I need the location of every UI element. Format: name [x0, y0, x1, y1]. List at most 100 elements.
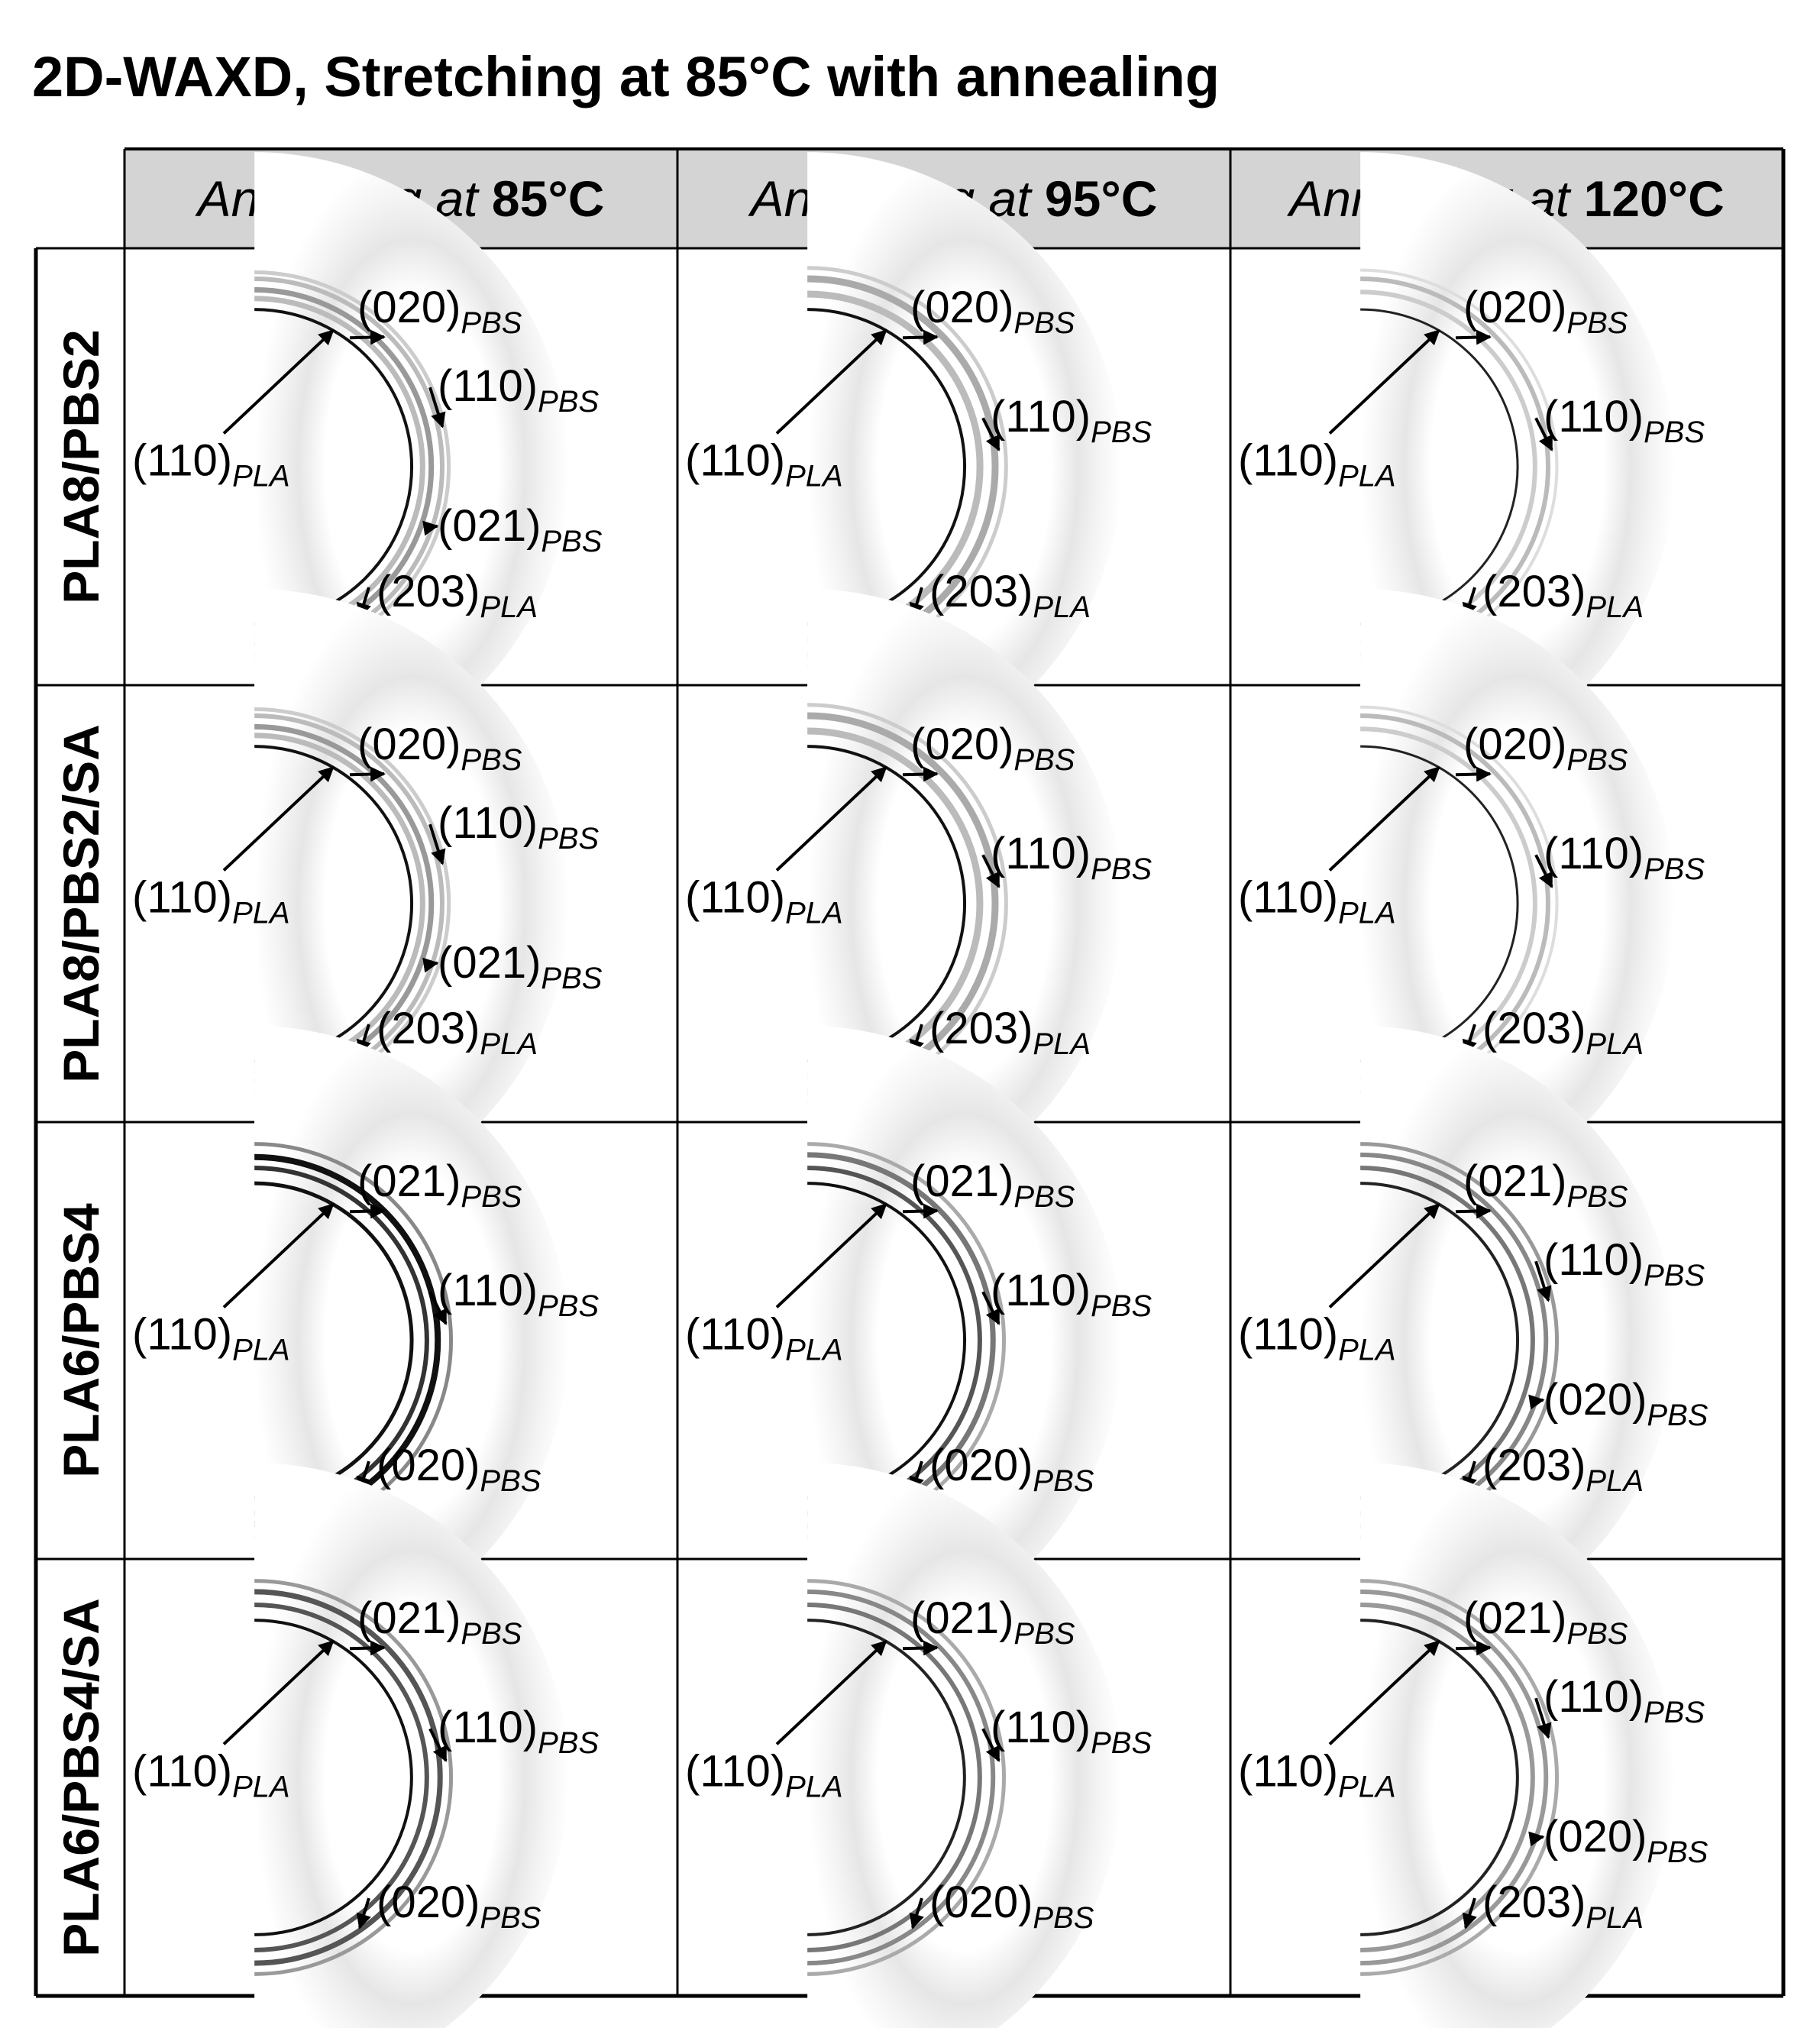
column-header-temp: 120°C [1584, 170, 1725, 227]
phase-subscript: PBS [1647, 1836, 1708, 1869]
phase-subscript: PLA [1338, 459, 1396, 493]
column-header-temp: 85°C [492, 170, 604, 227]
phase-subscript: PBS [538, 822, 599, 856]
diffraction-ring [807, 1619, 966, 1936]
diffraction-ring [807, 1589, 996, 1966]
pointer-arrow [428, 1291, 448, 1325]
pointer-arrow [981, 1291, 1001, 1325]
phase-subscript: PBS [1033, 1464, 1094, 1498]
miller-index: (110) [1544, 392, 1644, 442]
phase-subscript: PBS [1566, 1180, 1628, 1214]
pointer-arrow [981, 1728, 1001, 1762]
miller-index: (021) [910, 1156, 1013, 1206]
miller-index: (203) [377, 567, 480, 616]
diffraction-halo [254, 1463, 569, 2028]
diffraction-ring [254, 1589, 443, 1966]
diffraction-ring [1360, 1589, 1549, 1966]
phase-subscript: PBS [1647, 1399, 1708, 1432]
pointer-arrow [1328, 1203, 1440, 1308]
miller-index: (021) [1463, 1156, 1566, 1206]
row-label: PLA6/PBS4 [53, 1203, 109, 1478]
diffraction-ring [807, 1603, 982, 1952]
reflection-label: (020)PBS [1544, 1375, 1708, 1432]
reflection-label: (110)PLA [132, 872, 290, 930]
phase-subscript: PLA [1338, 1770, 1396, 1803]
column-header-temp: 95°C [1045, 170, 1157, 227]
miller-index: (021) [357, 1593, 461, 1643]
reflection-label: (110)PBS [1544, 1235, 1705, 1292]
diffraction-ring [254, 1579, 453, 1976]
phase-subscript: PBS [461, 743, 522, 777]
miller-index: (110) [132, 872, 232, 922]
reflection-label: (021)PBS [438, 938, 603, 995]
diffraction-halo [1360, 1463, 1675, 2028]
phase-subscript: PLA [785, 459, 843, 493]
reflection-label: (110)PLA [1238, 872, 1396, 930]
phase-subscript: PBS [541, 525, 602, 558]
reflection-label: (203)PLA [929, 567, 1091, 624]
phase-subscript: PBS [1644, 852, 1705, 886]
reflection-label: (110)PLA [132, 1746, 290, 1803]
reflection-label: (020)PBS [357, 720, 522, 777]
phase-subscript: PBS [1013, 306, 1075, 340]
diffraction-ring [254, 1619, 413, 1936]
phase-subscript: PBS [461, 1180, 522, 1214]
waxd-panel: (110)PLA(020)PBS(110)PBS(203)PLA [685, 589, 1152, 1218]
reflection-label: (020)PBS [929, 1441, 1094, 1498]
reflection-label: (020)PBS [377, 1441, 541, 1498]
phase-subscript: PBS [538, 1289, 599, 1323]
reflection-label: (021)PBS [1463, 1593, 1628, 1651]
phase-subscript: PBS [1033, 1901, 1094, 1935]
miller-index: (110) [685, 1309, 785, 1359]
pointer-arrow [902, 766, 939, 782]
miller-index: (110) [438, 1266, 538, 1315]
miller-index: (203) [1482, 1878, 1586, 1927]
reflection-label: (020)PBS [910, 720, 1075, 777]
reflection-label: (110)PBS [438, 361, 599, 419]
row-label: PLA8/PBS2 [53, 329, 109, 603]
miller-index: (020) [1463, 283, 1566, 332]
miller-index: (020) [377, 1878, 480, 1927]
pointer-arrow [222, 766, 335, 872]
reflection-label: (110)PLA [685, 872, 843, 930]
reflection-label: (110)PLA [132, 1309, 290, 1367]
miller-index: (020) [929, 1441, 1033, 1490]
phase-subscript: PLA [1033, 590, 1091, 624]
miller-index: (021) [438, 938, 541, 988]
reflection-label: (110)PBS [1544, 1672, 1705, 1729]
miller-index: (203) [1482, 1441, 1586, 1490]
reflection-label: (110)PBS [991, 1703, 1152, 1760]
reflection-label: (110)PBS [991, 392, 1152, 449]
miller-index: (110) [438, 361, 538, 411]
phase-subscript: PBS [538, 1726, 599, 1760]
reflection-label: (110)PLA [685, 435, 843, 493]
pointer-arrow [1462, 1897, 1477, 1929]
reflection-label: (020)PBS [357, 283, 522, 340]
miller-index: (110) [685, 1746, 785, 1796]
phase-subscript: PBS [1566, 306, 1628, 340]
pointer-arrow [1455, 766, 1492, 782]
pointer-arrow [775, 766, 887, 872]
miller-index: (020) [1463, 720, 1566, 769]
phase-subscript: PLA [1586, 1027, 1644, 1061]
phase-subscript: PBS [1013, 1617, 1075, 1651]
miller-index: (020) [910, 720, 1013, 769]
pointer-arrow [1534, 854, 1553, 888]
pointer-arrow [1534, 1260, 1552, 1302]
pointer-arrow [1528, 1394, 1545, 1410]
phase-subscript: PBS [541, 962, 602, 995]
phase-subscript: PLA [232, 896, 290, 930]
phase-subscript: PLA [1338, 896, 1396, 930]
diffraction-halo [807, 1463, 1122, 2028]
pointer-arrow [422, 520, 439, 536]
reflection-label: (021)PBS [1463, 1156, 1628, 1214]
reflection-label: (203)PLA [1482, 1004, 1644, 1061]
phase-subscript: PBS [461, 1617, 522, 1651]
reflection-label: (021)PBS [438, 501, 603, 558]
miller-index: (110) [438, 1703, 538, 1752]
pointer-arrow [1528, 1831, 1545, 1847]
reflection-label: (020)PBS [929, 1878, 1094, 1935]
miller-index: (020) [357, 720, 461, 769]
miller-index: (110) [991, 1266, 1091, 1315]
diffraction-ring [1360, 1619, 1519, 1936]
